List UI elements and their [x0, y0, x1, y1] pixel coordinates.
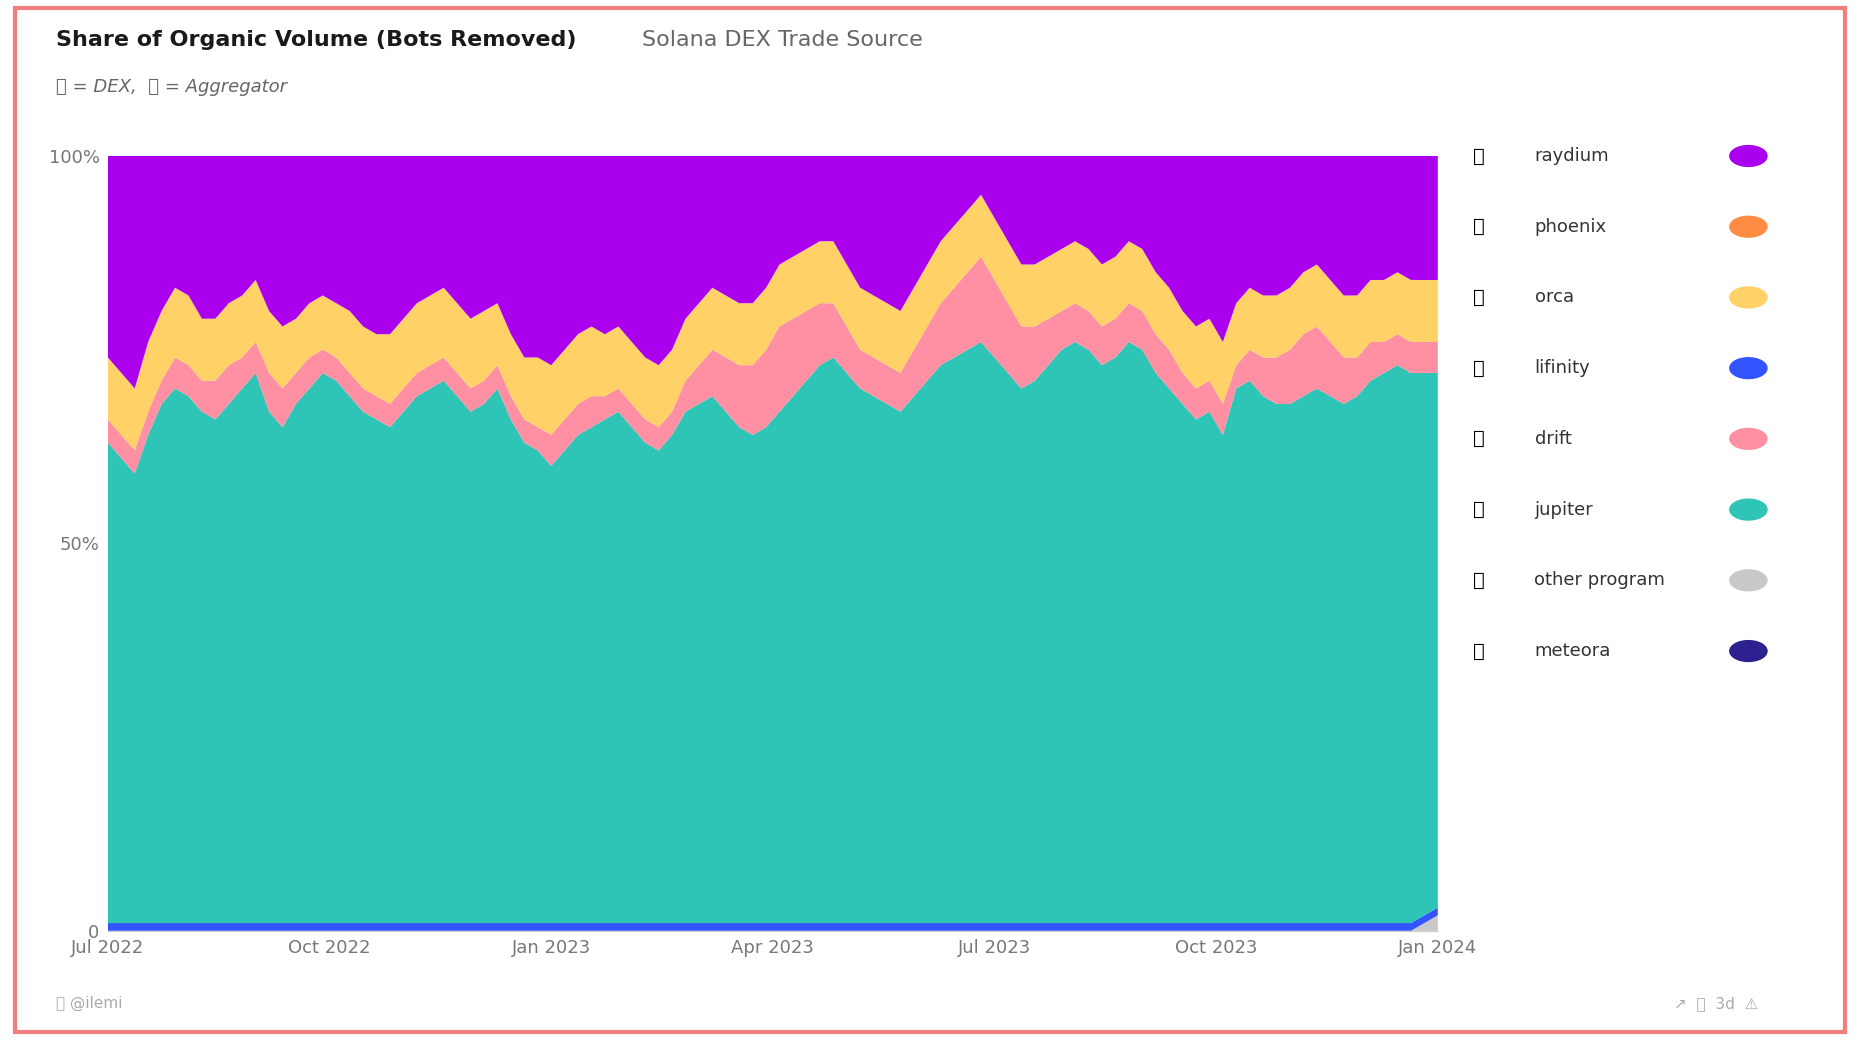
Text: orca: orca	[1534, 288, 1574, 307]
Text: Solana DEX Trade Source: Solana DEX Trade Source	[642, 30, 923, 50]
Text: drift: drift	[1534, 430, 1572, 448]
Text: Share of Organic Volume (Bots Removed): Share of Organic Volume (Bots Removed)	[56, 30, 577, 50]
Text: meteora: meteora	[1534, 642, 1611, 660]
Text: raydium: raydium	[1534, 147, 1609, 165]
Text: lifinity: lifinity	[1534, 359, 1590, 378]
Text: jupiter: jupiter	[1534, 500, 1594, 519]
Text: 🎯 @ilemi: 🎯 @ilemi	[56, 995, 123, 1011]
Text: 🎯: 🎯	[1473, 217, 1484, 236]
Text: ↗  📷  3d  ⚠: ↗ 📷 3d ⚠	[1674, 996, 1758, 1011]
Text: 🎯: 🎯	[1473, 642, 1484, 660]
Text: 🌳: 🌳	[1473, 571, 1484, 590]
Text: 🎯: 🎯	[1473, 359, 1484, 378]
Text: 🌳: 🌳	[1473, 430, 1484, 448]
Text: 🎯: 🎯	[1473, 147, 1484, 165]
Text: phoenix: phoenix	[1534, 217, 1607, 236]
Text: 🎯 = DEX,  🌳 = Aggregator: 🎯 = DEX, 🌳 = Aggregator	[56, 78, 286, 96]
Text: 🎯: 🎯	[1473, 288, 1484, 307]
Text: 🌳: 🌳	[1473, 500, 1484, 519]
Text: other program: other program	[1534, 571, 1665, 590]
